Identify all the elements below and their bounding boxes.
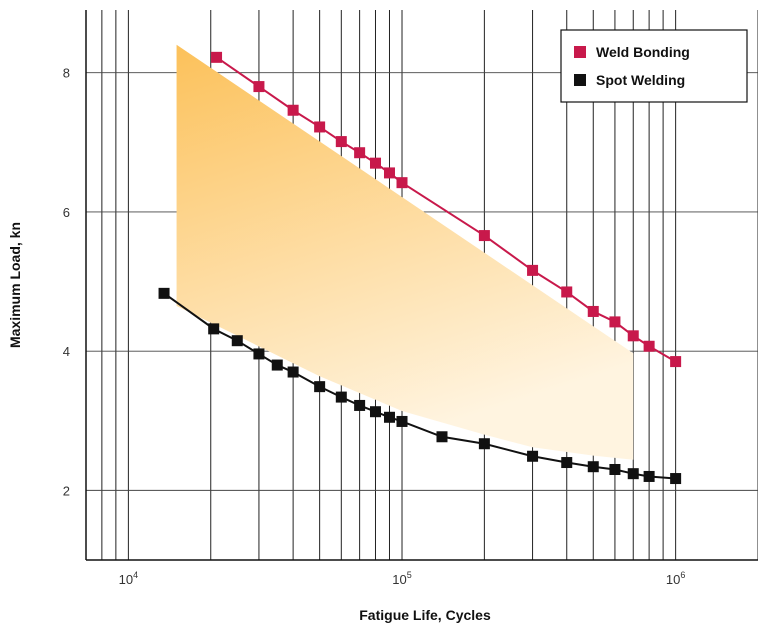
spot-welding-point — [335, 391, 347, 403]
weld-bonding-point — [211, 51, 223, 63]
weld-bonding-point — [561, 286, 573, 298]
weld-bonding-point — [314, 121, 326, 133]
spot-welding-point — [587, 461, 599, 473]
weld-bonding-point — [354, 147, 366, 159]
weld-bonding-point — [609, 316, 621, 328]
y-tick-label: 4 — [63, 344, 70, 359]
spot-welding-point — [643, 470, 655, 482]
x-tick-label: 105 — [392, 570, 411, 587]
y-tick-label: 8 — [63, 66, 70, 81]
y-axis-title: Maximum Load, kn — [7, 222, 23, 348]
weld-bonding-point — [478, 230, 490, 242]
spot-welding-point — [231, 335, 243, 347]
spot-welding-legend-label: Spot Welding — [596, 72, 685, 88]
spot-welding-point — [314, 381, 326, 393]
weld-bonding-legend-label: Weld Bonding — [596, 44, 690, 60]
weld-bonding-point — [335, 136, 347, 148]
spot-welding-point — [561, 457, 573, 469]
shaded-band — [176, 44, 634, 460]
legend-box — [560, 29, 748, 103]
spot-welding-point — [396, 415, 408, 427]
tick-labels: 2 4 6 8 104 105 106 — [63, 66, 686, 587]
x-tick-label: 106 — [666, 570, 685, 587]
weld-bonding-point — [253, 81, 265, 93]
x-tick-label: 104 — [119, 570, 138, 587]
weld-bonding-point — [396, 177, 408, 189]
spot-welding-point — [478, 438, 490, 450]
series-group — [158, 51, 682, 485]
weld-bonding-point — [670, 356, 682, 368]
shaded-band-group — [176, 44, 634, 460]
spot-welding-point — [158, 287, 170, 299]
spot-welding-point — [354, 399, 366, 411]
legend: Weld Bonding Spot Welding — [560, 29, 748, 103]
spot-welding-legend-swatch — [574, 74, 586, 86]
spot-welding-point — [609, 463, 621, 475]
weld-bonding-point — [287, 104, 299, 116]
spot-welding-point — [670, 473, 682, 485]
y-tick-label: 6 — [63, 205, 70, 220]
spot-welding-point — [436, 431, 448, 443]
spot-welding-point — [271, 359, 283, 371]
spot-welding-point — [287, 366, 299, 378]
weld-bonding-point — [643, 340, 655, 352]
weld-bonding-point — [587, 305, 599, 317]
spot-welding-point — [383, 411, 395, 423]
spot-welding-point — [627, 468, 639, 480]
spot-welding-point — [369, 406, 381, 418]
y-tick-label: 2 — [63, 483, 70, 498]
x-axis-title: Fatigue Life, Cycles — [359, 607, 491, 623]
weld-bonding-point — [527, 264, 539, 276]
weld-bonding-legend-swatch — [574, 46, 586, 58]
axes — [85, 10, 758, 561]
spot-welding-point — [208, 323, 220, 335]
weld-bonding-point — [627, 330, 639, 342]
spot-welding-point — [527, 450, 539, 462]
weld-bonding-point — [383, 167, 395, 179]
weld-bonding-point — [369, 157, 381, 169]
spot-welding-point — [253, 348, 265, 360]
